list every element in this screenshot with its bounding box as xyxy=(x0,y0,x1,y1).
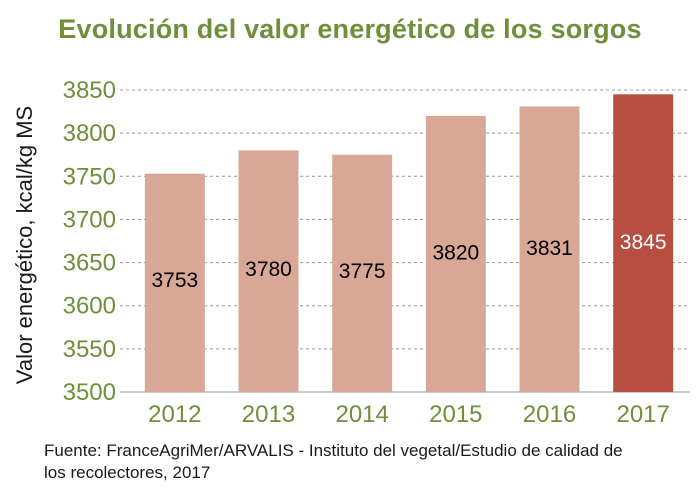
y-axis-label: Valor energético, kcal/kg MS xyxy=(12,106,37,384)
x-tick-label: 2014 xyxy=(335,401,388,428)
grid-lines xyxy=(120,89,690,393)
data-label: 3780 xyxy=(245,258,292,281)
bar-2014 xyxy=(332,154,393,392)
data-label: 3775 xyxy=(339,260,386,283)
y-tick-label: 3500 xyxy=(63,379,116,406)
data-label: 3831 xyxy=(526,237,573,260)
bars xyxy=(144,94,674,393)
x-tick-label: 2017 xyxy=(616,401,669,428)
data-label: 3753 xyxy=(151,269,198,292)
x-tick-label: 2016 xyxy=(523,401,576,428)
x-tick-label: 2012 xyxy=(148,401,201,428)
x-tick-labels: 2012 2013 2014 2015 2016 2017 xyxy=(148,401,670,428)
data-label: 3845 xyxy=(620,231,667,254)
y-tick-label: 3700 xyxy=(63,206,116,233)
bar-2012 xyxy=(144,173,205,392)
x-tick-label: 2015 xyxy=(429,401,482,428)
data-label: 3820 xyxy=(432,241,479,264)
y-tick-label: 3850 xyxy=(63,77,116,104)
y-tick-labels: 3500 3550 3600 3650 3700 3750 3800 3850 xyxy=(63,77,116,406)
source-note: Fuente: FranceAgriMer/ARVALIS - Institut… xyxy=(44,441,623,482)
data-labels: 3753 3780 3775 3820 3831 3845 xyxy=(151,231,666,292)
y-tick-label: 3800 xyxy=(63,120,116,147)
y-tick-label: 3750 xyxy=(63,163,116,190)
y-tick-label: 3600 xyxy=(63,293,116,320)
y-tick-label: 3550 xyxy=(63,336,116,363)
x-tick-label: 2013 xyxy=(242,401,295,428)
bar-2015 xyxy=(425,115,486,392)
chart-title: Evolución del valor energético de los so… xyxy=(58,14,642,44)
bar-2013 xyxy=(238,150,299,392)
y-tick-label: 3650 xyxy=(63,250,116,277)
bar-2016 xyxy=(519,106,580,392)
bar-2017 xyxy=(613,94,674,393)
